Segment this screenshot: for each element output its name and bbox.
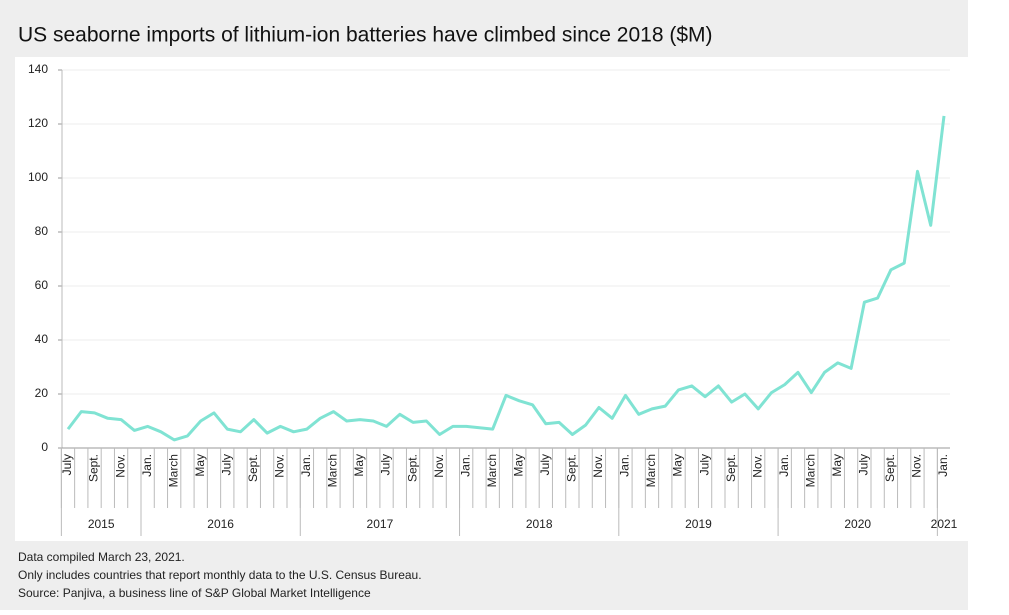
year-label: 2016 — [207, 517, 234, 531]
x-tick-label: July — [857, 454, 871, 475]
x-tick-label: May — [352, 454, 366, 477]
x-tick-label: Jan. — [140, 454, 154, 477]
y-tick-label: 40 — [35, 332, 49, 346]
y-tick-label: 80 — [35, 224, 49, 238]
data-line — [66, 115, 946, 442]
year-label: 2018 — [526, 517, 553, 531]
plot-background — [15, 57, 968, 541]
y-tick-label: 0 — [41, 440, 48, 454]
y-tick-label: 120 — [28, 116, 48, 130]
x-tick-label: July — [538, 454, 552, 475]
note: Source: Panjiva, a business line of S&P … — [18, 586, 371, 600]
x-tick-label: Jan. — [458, 454, 472, 477]
x-tick-label: Jan. — [777, 454, 791, 477]
note: Only includes countries that report mont… — [18, 568, 422, 582]
x-tick-label: Sept. — [87, 454, 101, 482]
x-tick-label: Jan. — [299, 454, 313, 477]
y-tick-label: 20 — [35, 386, 49, 400]
x-tick-label: Sept. — [565, 454, 579, 482]
y-tick-label: 60 — [35, 278, 49, 292]
year-label: 2017 — [367, 517, 394, 531]
x-tick-label: May — [511, 454, 525, 477]
x-tick-label: July — [697, 454, 711, 475]
x-tick-label: Nov. — [432, 454, 446, 478]
x-tick-label: Nov. — [910, 454, 924, 478]
year-label: 2019 — [685, 517, 712, 531]
x-tick-label: Sept. — [246, 454, 260, 482]
x-tick-label: Jan. — [618, 454, 632, 477]
x-tick-label: Sept. — [405, 454, 419, 482]
x-tick-label: March — [644, 454, 658, 487]
x-tick-label: May — [830, 454, 844, 477]
y-tick-label: 100 — [28, 170, 48, 184]
x-tick-label: March — [166, 454, 180, 487]
x-tick-label: Nov. — [273, 454, 287, 478]
x-tick-label: July — [379, 454, 393, 475]
x-tick-label: Nov. — [113, 454, 127, 478]
note: Data compiled March 23, 2021. — [18, 550, 185, 564]
x-tick-label: Sept. — [883, 454, 897, 482]
x-tick-label: May — [671, 454, 685, 477]
x-tick-label: July — [60, 454, 74, 475]
x-tick-label: March — [326, 454, 340, 487]
year-label: 2015 — [88, 517, 115, 531]
x-tick-label: Nov. — [750, 454, 764, 478]
year-label: 2021 — [931, 517, 958, 531]
x-tick-label: July — [219, 454, 233, 475]
x-tick-label: May — [193, 454, 207, 477]
x-tick-label: Sept. — [724, 454, 738, 482]
year-label: 2020 — [844, 517, 871, 531]
x-tick-label: March — [803, 454, 817, 487]
y-tick-label: 140 — [28, 62, 48, 76]
x-tick-label: Nov. — [591, 454, 605, 478]
x-tick-label: Jan. — [936, 454, 950, 477]
x-tick-label: March — [485, 454, 499, 487]
chart-title: US seaborne imports of lithium-ion batte… — [18, 24, 713, 47]
